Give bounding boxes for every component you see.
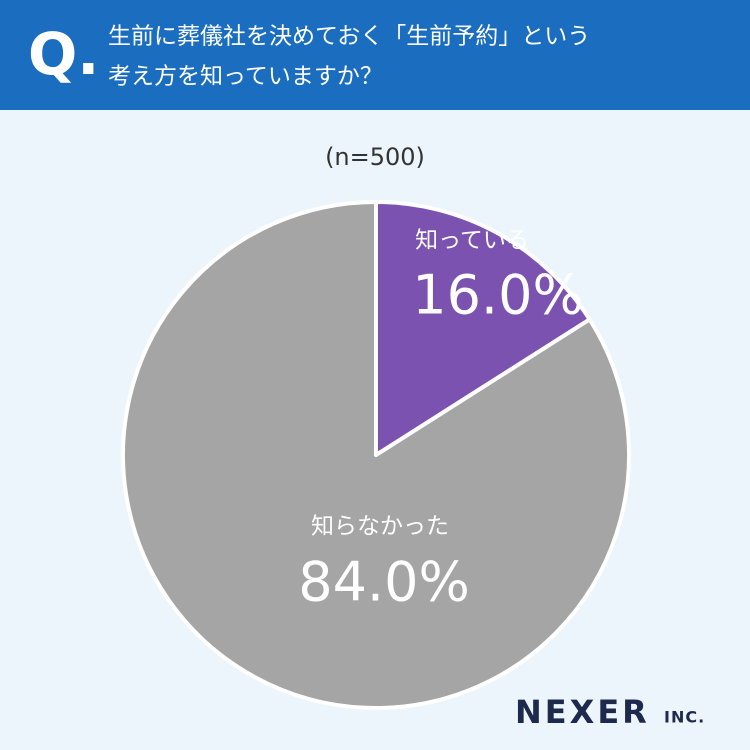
pie-slice [121, 200, 631, 710]
header-band [0, 0, 750, 110]
brand-suffix: INC. [664, 708, 705, 727]
question-line: 生前に葬儀社を決めておく「生前予約」という [108, 24, 590, 50]
subtitle: (n=500) [325, 143, 425, 171]
brand-name: NEXER [515, 693, 650, 731]
value-label: 84.0% [298, 551, 470, 614]
slice-label: 知っている [415, 228, 529, 254]
slice-label: 知らなかった [311, 514, 449, 540]
pie: 知っている 16.0% 知らなかった 84.0% [121, 200, 631, 710]
pie-slice [374, 200, 592, 457]
question-line: 考え方を知っていますか？ [108, 64, 383, 90]
badge: Q. [28, 20, 99, 88]
value-label: 16.0% [412, 264, 584, 327]
